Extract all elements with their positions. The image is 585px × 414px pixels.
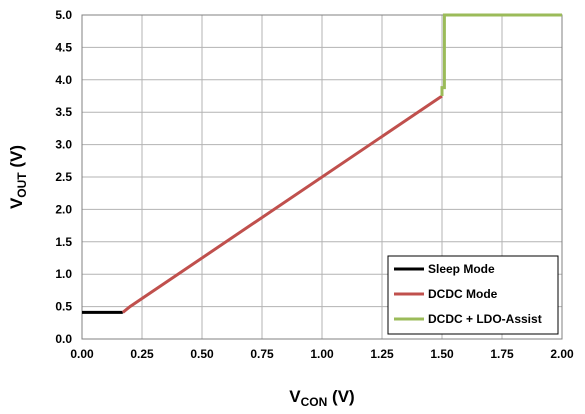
x-tick-label: 1.75 xyxy=(490,347,514,361)
y-tick-label: 1.0 xyxy=(55,267,72,281)
x-tick-label: 0.50 xyxy=(190,347,214,361)
y-axis-label: VOUT (V) xyxy=(7,145,29,209)
y-tick-label: 5.0 xyxy=(55,8,72,22)
legend: Sleep Mode DCDC Mode DCDC + LDO-Assist xyxy=(387,255,559,335)
series-line-3 xyxy=(440,13,562,96)
x-axis-label: VCON (V) xyxy=(289,387,354,409)
y-tick-label: 4.0 xyxy=(55,73,72,87)
x-tick-label: 1.25 xyxy=(370,347,394,361)
y-tick-label: 1.5 xyxy=(55,235,72,249)
y-axis-label-unit: (V) xyxy=(7,145,26,172)
y-tick-label: 2.0 xyxy=(55,202,72,216)
x-axis-label-main: V xyxy=(289,387,301,406)
y-tick-label: 3.5 xyxy=(55,105,72,119)
y-tick-label: 4.5 xyxy=(55,40,72,54)
y-tick-label: 2.5 xyxy=(55,170,72,184)
series-lines xyxy=(82,13,562,314)
y-tick-label: 0.0 xyxy=(55,332,72,346)
y-tick-label: 0.5 xyxy=(55,300,72,314)
legend-items: Sleep Mode DCDC Mode DCDC + LDO-Assist xyxy=(394,262,542,326)
y-axis-label-sub: OUT xyxy=(15,172,29,198)
x-tick-labels: 0.00 0.25 0.50 0.75 1.00 1.25 1.50 1.75 2.00 xyxy=(70,347,574,361)
x-tick-label: 1.00 xyxy=(310,347,334,361)
x-tick-label: 2.00 xyxy=(550,347,574,361)
x-tick-label: 1.50 xyxy=(430,347,454,361)
x-axis-label-unit: (V) xyxy=(327,387,354,406)
legend-label: DCDC Mode xyxy=(428,287,498,301)
x-tick-label: 0.25 xyxy=(130,347,154,361)
y-tick-label: 3.0 xyxy=(55,138,72,152)
series-line-2 xyxy=(121,94,443,314)
y-tick-labels: 0.0 0.5 1.0 1.5 2.0 2.5 3.0 3.5 4.0 4.5 5.0 xyxy=(55,8,72,346)
y-axis-label-main: V xyxy=(7,197,26,209)
x-tick-label: 0.00 xyxy=(70,347,94,361)
legend-label: DCDC + LDO-Assist xyxy=(428,312,542,326)
x-axis-label-sub: CON xyxy=(301,395,328,409)
legend-label: Sleep Mode xyxy=(428,262,495,276)
x-tick-label: 0.75 xyxy=(250,347,274,361)
plot-frame xyxy=(81,14,563,340)
